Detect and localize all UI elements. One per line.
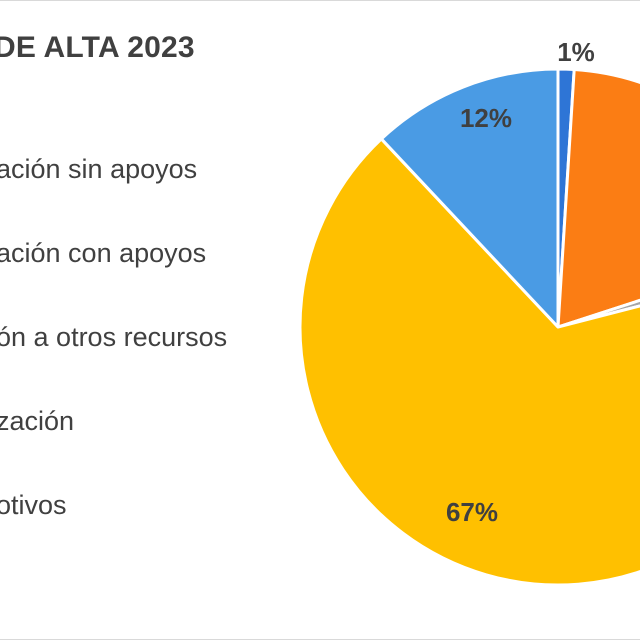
data-label: 12% xyxy=(460,103,512,133)
pie-slice xyxy=(379,67,560,329)
legend-entry: ón a otros recursos xyxy=(0,322,228,352)
legend-entry: ación con apoyos xyxy=(0,238,207,268)
data-label: 1% xyxy=(557,37,595,67)
chart-title: DE ALTA 2023 xyxy=(0,31,195,64)
legend-entry: zación xyxy=(0,406,75,436)
pie-slice xyxy=(556,68,640,329)
pie-slice xyxy=(298,137,640,587)
legend-entry: otivos xyxy=(0,490,67,520)
legend-entry: ación sin apoyos xyxy=(0,154,198,184)
data-label: 67% xyxy=(446,497,498,527)
chart-legend: ación sin apoyos ación con apoyos ón a o… xyxy=(0,1,300,641)
